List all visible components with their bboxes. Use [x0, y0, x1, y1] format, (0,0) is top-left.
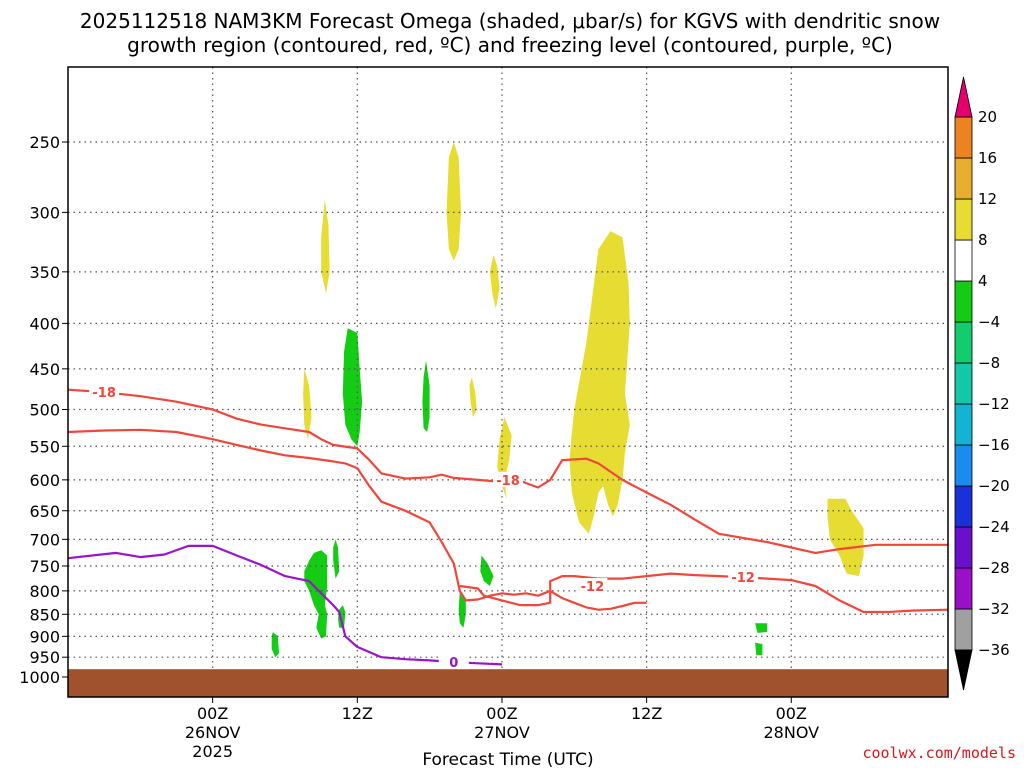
chart-title-line2: growth region (contoured, red, ºC) and f… [127, 33, 893, 57]
colorbar-bin-11 [954, 157, 973, 200]
y-tick-label-900: 900 [29, 627, 60, 646]
y-tick-label-850: 850 [29, 605, 60, 624]
y-tick-label-250: 250 [29, 133, 60, 152]
colorbar-bin-8 [954, 280, 973, 323]
y-tick-label-800: 800 [29, 582, 60, 601]
colorbar-label-9: 4 [978, 272, 988, 290]
colorbar-bin-1 [954, 567, 973, 610]
contour-lines [68, 388, 948, 666]
y-tick-label-1000: 1000 [19, 668, 60, 687]
y-axis-ticks: 250 300 350 400 450 500 550 600 650 700 750 800 850 9… [19, 133, 68, 687]
contour-label-2-0: -12 [581, 580, 605, 595]
contour-label-0-0: -18 [92, 386, 116, 401]
colorbar-over-arrow [954, 76, 973, 118]
omega-region-3 [489, 254, 500, 309]
colorbar-label-11: 12 [978, 190, 997, 208]
contour-label-3-0: 0 [449, 656, 458, 671]
y-tick-label-400: 400 [29, 314, 60, 333]
colorbar-label-13: 20 [978, 108, 997, 126]
contour-label-bg-0-0 [89, 384, 120, 400]
x-axis-label: Forecast Time (UTC) [422, 750, 593, 768]
colorbar-label-3: −24 [978, 518, 1010, 536]
y-tick-label-950: 950 [29, 648, 60, 667]
omega-region-16 [755, 623, 768, 633]
plot-frame [67, 66, 949, 698]
omega-region-12 [333, 539, 340, 579]
colorbar-label-4: −20 [978, 477, 1010, 495]
contour-label-bg-2-0 [577, 578, 608, 594]
y-tick-label-650: 650 [29, 502, 60, 521]
y-tick-label-500: 500 [29, 401, 60, 420]
y-tick-label-350: 350 [29, 263, 60, 282]
y-tick-label-450: 450 [29, 360, 60, 379]
colorbar-label-5: −16 [978, 436, 1010, 454]
colorbar-bin-9 [954, 239, 973, 282]
x-tick-label-48-0: 00Z [776, 704, 807, 723]
chart-title-line1: 2025112518 NAM3KM Forecast Omega (shaded… [80, 9, 940, 33]
x-tick-label-36-0: 12Z [631, 704, 662, 723]
colorbar-label-7: −8 [978, 354, 1000, 372]
colorbar-bin-5 [954, 403, 973, 446]
omega-region-15 [458, 590, 466, 628]
omega-region-0 [446, 142, 461, 261]
x-tick-label-24-1: 27NOV [474, 723, 530, 742]
colorbar-label-8: −4 [978, 313, 1000, 331]
colorbar-label-6: −12 [978, 395, 1010, 413]
y-tick-label-550: 550 [29, 437, 60, 456]
colorbar-bin-0 [954, 608, 973, 651]
omega-region-1 [321, 199, 330, 294]
omega-region-10 [304, 550, 328, 639]
omega-region-11 [338, 605, 346, 628]
colorbar-bin-3 [954, 485, 973, 528]
contour-line-3 [68, 544, 503, 666]
x-tick-label-12-0: 12Z [342, 704, 373, 723]
contour-line-0 [68, 388, 948, 555]
colorbar: −36 −32 −28 −24 −20 −16 −12 −8 −4 4 8 12 16 20 [954, 76, 1010, 691]
contour-label-bg-2-1 [728, 569, 759, 585]
contour-label-2-1: -12 [731, 571, 755, 586]
colorbar-label-12: 16 [978, 149, 997, 167]
colorbar-label-2: −28 [978, 559, 1010, 577]
colorbar-label-1: −32 [978, 600, 1010, 618]
x-tick-label-0-0: 00Z [197, 704, 228, 723]
omega-region-8 [342, 328, 363, 447]
omega-region-14 [480, 555, 494, 586]
contour-label-0-1: -18 [496, 474, 520, 489]
omega-region-13 [271, 632, 279, 658]
colorbar-bin-6 [954, 362, 973, 405]
contour-label-bg-3-0 [438, 654, 469, 670]
colorbar-bin-2 [954, 526, 973, 569]
x-tick-label-0-2: 2025 [192, 742, 233, 761]
x-tick-label-48-1: 28NOV [763, 723, 819, 742]
contour-label-bg-0-1 [493, 471, 523, 487]
plot-area: -18 -18 -12 -12 0 [67, 66, 949, 698]
y-tick-label-600: 600 [29, 471, 60, 490]
colorbar-label-0: −36 [978, 641, 1010, 659]
colorbar-under-arrow [954, 649, 973, 691]
x-tick-label-0-1: 26NOV [185, 723, 241, 742]
colorbar-bin-12 [954, 116, 973, 159]
watermark: coolwx.com/models [862, 744, 1016, 762]
x-tick-label-24-0: 00Z [486, 704, 517, 723]
colorbar-bin-10 [954, 198, 973, 241]
colorbar-bin-4 [954, 444, 973, 487]
y-tick-label-300: 300 [29, 203, 60, 222]
y-tick-label-700: 700 [29, 530, 60, 549]
omega-region-9 [422, 360, 430, 432]
omega-region-17 [755, 642, 763, 656]
plot-background [68, 67, 948, 697]
omega-region-5 [469, 377, 477, 418]
y-tick-label-750: 750 [29, 557, 60, 576]
colorbar-bin-7 [954, 321, 973, 364]
contour-line-2 [459, 572, 948, 614]
omega-region-2 [303, 368, 312, 440]
contour-line-1 [68, 428, 647, 611]
ground-surface [68, 669, 948, 697]
contour-labels: -18 -18 -12 -12 0 [89, 384, 759, 671]
colorbar-label-10: 8 [978, 231, 988, 249]
omega-region-7 [827, 498, 864, 577]
